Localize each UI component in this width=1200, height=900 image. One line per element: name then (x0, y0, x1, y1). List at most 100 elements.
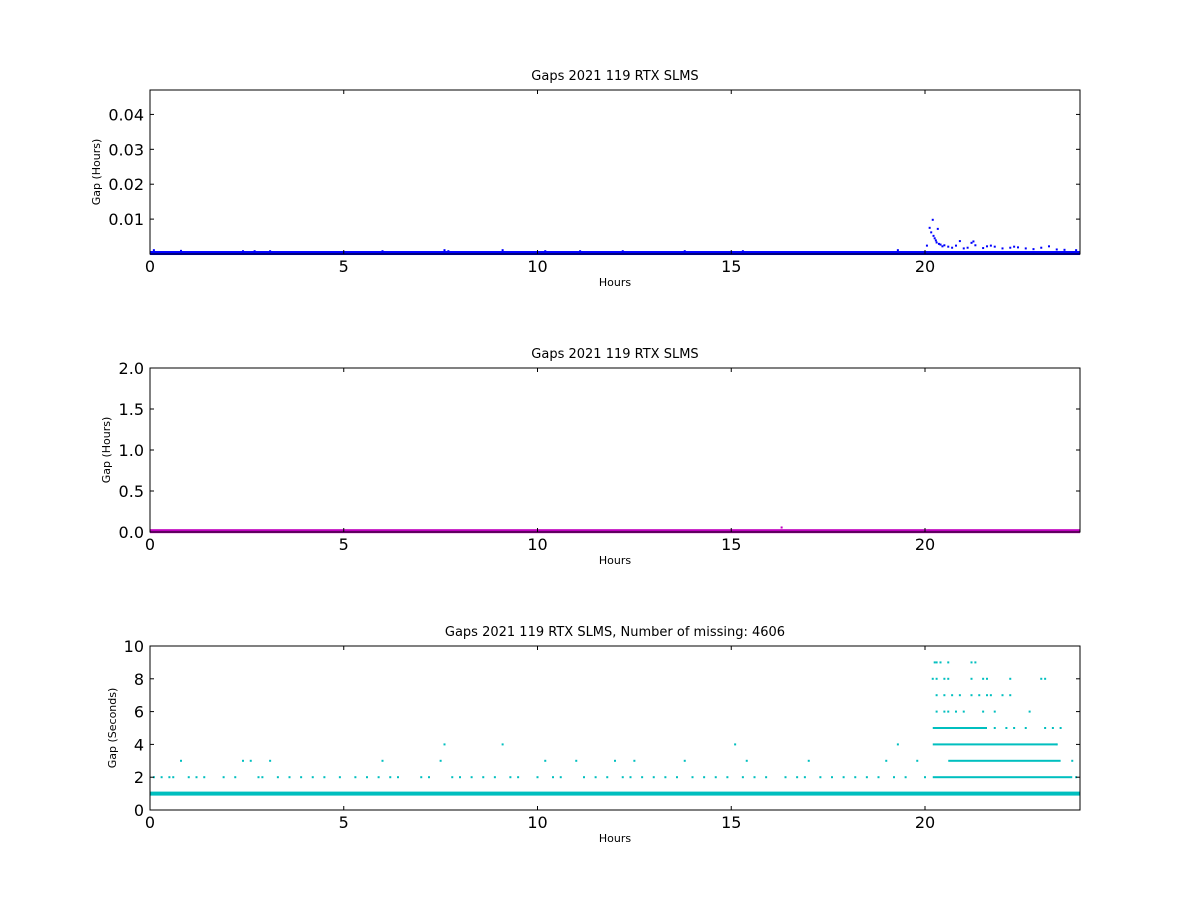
data-point (974, 244, 977, 247)
data-point (796, 776, 799, 779)
data-point (168, 776, 171, 779)
data-point (934, 239, 937, 242)
data-point (389, 776, 392, 779)
data-point (203, 776, 206, 779)
baseline-band (150, 251, 1080, 256)
data-point (443, 249, 446, 252)
x-tick-label: 20 (915, 535, 935, 554)
data-point (955, 710, 957, 713)
data-point (958, 240, 961, 243)
data-point (943, 694, 946, 697)
x-tick-label: 0 (145, 813, 155, 832)
data-point (1059, 727, 1062, 729)
x-tick-label: 15 (721, 535, 741, 554)
x-tick-label: 10 (527, 535, 547, 554)
data-point (544, 250, 547, 253)
chart-title: Gaps 2021 119 RTX SLMS (531, 69, 698, 84)
data-point (338, 776, 341, 779)
data-point (935, 530, 938, 532)
data-point (941, 245, 944, 248)
data-point (428, 776, 430, 779)
data-point (989, 244, 992, 247)
data-point (974, 661, 977, 664)
data-point (784, 776, 787, 779)
data-point (1040, 246, 1043, 249)
data-point (924, 776, 926, 779)
data-point (583, 776, 585, 779)
data-point (253, 250, 256, 253)
data-point (877, 776, 880, 779)
data-point (993, 245, 996, 248)
x-tick-label: 20 (915, 813, 935, 832)
data-point (676, 776, 678, 779)
data-point (955, 244, 957, 247)
data-point (854, 776, 857, 779)
data-point (1009, 694, 1012, 697)
data-point (972, 240, 975, 243)
data-point (1013, 245, 1016, 248)
data-point (986, 245, 988, 248)
data-point (451, 776, 454, 779)
gap-hours-chart-middle: Gaps 2021 119 RTX SLMS Hours Gap (Hours)… (100, 347, 1081, 567)
y-tick-label: 8 (134, 670, 144, 689)
data-point (691, 776, 694, 779)
data-point (1032, 248, 1035, 251)
data-point (935, 694, 938, 697)
y-tick-label: 2 (134, 768, 144, 787)
data-point (982, 677, 985, 680)
data-point (195, 776, 198, 779)
y-tick-label: 1.0 (119, 441, 144, 460)
data-point (160, 776, 163, 779)
data-point (517, 776, 520, 779)
data-point (187, 776, 190, 779)
data-point (180, 759, 182, 762)
x-axis-label: Hours (599, 276, 631, 289)
data-point (439, 759, 442, 762)
data-point (269, 250, 272, 253)
data-point (381, 759, 384, 762)
data-point (1044, 677, 1047, 680)
data-point (933, 237, 936, 240)
data-point (933, 661, 936, 664)
data-point (1055, 743, 1058, 746)
data-point (300, 776, 303, 779)
data-point (552, 776, 554, 779)
data-point (641, 776, 644, 779)
data-point (234, 776, 237, 779)
data-point (381, 250, 384, 253)
data-point (745, 759, 748, 762)
data-point (930, 231, 933, 234)
data-point (664, 776, 667, 779)
data-point (482, 776, 485, 779)
x-tick-label: 0 (145, 257, 155, 276)
data-point (621, 250, 624, 253)
x-tick-label: 10 (527, 813, 547, 832)
x-tick-label: 15 (721, 257, 741, 276)
chart-title: Gaps 2021 119 RTX SLMS (531, 347, 698, 362)
data-point (276, 776, 279, 779)
data-point (931, 218, 934, 221)
x-tick-label: 0 (145, 535, 155, 554)
data-point (993, 727, 996, 729)
data-point (928, 226, 931, 229)
data-point (323, 776, 326, 779)
data-point (935, 677, 938, 680)
data-point (935, 710, 938, 713)
dense-level (932, 743, 1057, 746)
data-point (1001, 694, 1004, 697)
data-point (420, 776, 423, 779)
data-point (893, 776, 895, 779)
x-tick-label: 20 (915, 257, 935, 276)
data-point (951, 246, 954, 249)
data-point (896, 249, 899, 252)
data-point (741, 776, 744, 779)
data-point (1048, 245, 1050, 248)
y-axis-label: Gap (Hours) (90, 139, 103, 206)
data-point (986, 694, 988, 697)
x-tick-label: 5 (339, 535, 349, 554)
data-point (621, 776, 624, 779)
data-point (896, 743, 899, 746)
data-point (1040, 677, 1043, 680)
data-point (970, 241, 973, 244)
data-point (753, 776, 756, 779)
